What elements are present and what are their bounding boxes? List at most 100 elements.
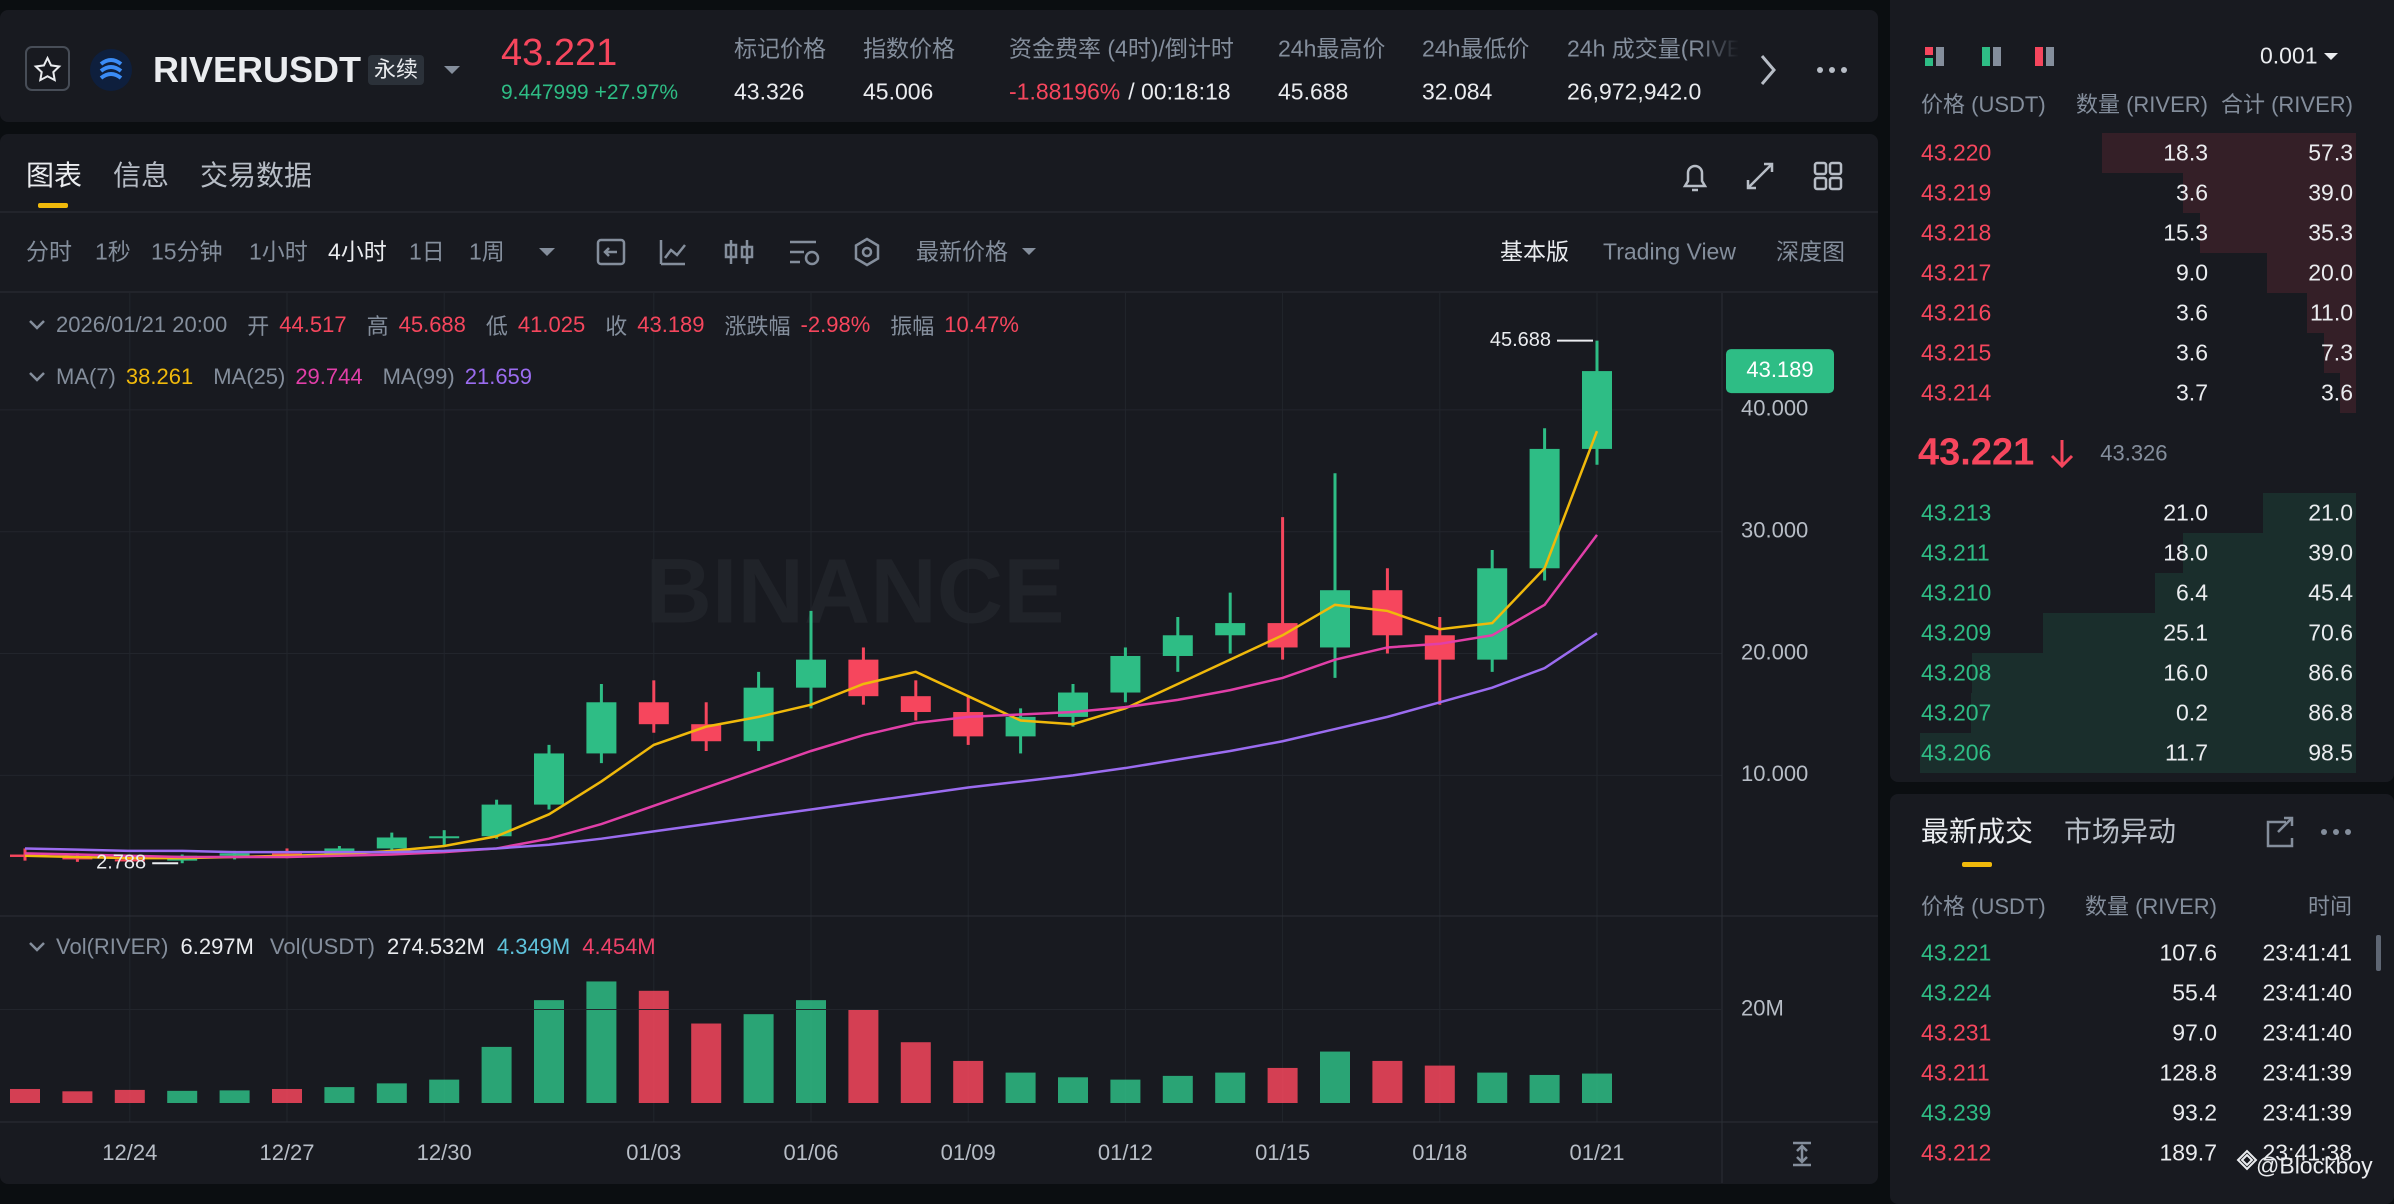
- ohlc-info: 2026/01/21 20:00 开 44.517 高 45.688 低 41.025 收 43…: [26, 309, 1019, 341]
- trade-time: 23:41:39: [2262, 1099, 2352, 1126]
- watermark: BINANCE: [645, 540, 1064, 642]
- chart: BINANCE 10.000 20.000 30.000 40.000 12/24 12/2…: [0, 293, 1878, 1183]
- precision[interactable]: 0.001: [2260, 42, 2318, 69]
- order-price[interactable]: 43.209: [1921, 619, 1992, 646]
- ma-value: 29.744: [295, 364, 363, 389]
- order-price[interactable]: 43.211: [1921, 539, 1990, 566]
- stat-extra: / 00:18:18: [1128, 78, 1231, 105]
- volume-bar: [953, 1060, 984, 1103]
- interval[interactable]: 1周: [469, 238, 505, 265]
- volume-bar: [1058, 1077, 1088, 1103]
- field-value: 41.025: [517, 312, 586, 337]
- view-option[interactable]: 深度图: [1776, 238, 1845, 265]
- order-price[interactable]: 43.214: [1921, 379, 1992, 406]
- collapse-icon[interactable]: [26, 366, 48, 388]
- ma-value: 38.261: [125, 364, 194, 389]
- stat-value: 32.084: [1422, 79, 1492, 106]
- x-tick-label: 01/21: [1569, 1140, 1624, 1165]
- order-price[interactable]: 43.216: [1921, 299, 1992, 326]
- ma-name: MA(7): [56, 364, 116, 389]
- collapse-icon[interactable]: [26, 314, 48, 336]
- interval[interactable]: 15分钟: [151, 238, 223, 265]
- order-qty: 3.6: [2176, 339, 2208, 366]
- order-price[interactable]: 43.206: [1921, 739, 1992, 766]
- stat-value: 43.326: [734, 79, 804, 106]
- order-qty: 3.6: [2176, 179, 2208, 206]
- order-price[interactable]: 43.210: [1921, 579, 1992, 606]
- order-price[interactable]: 43.219: [1921, 179, 1992, 206]
- stat-label: 指数价格: [863, 35, 955, 62]
- column-header: 合计 (RIVER): [2220, 92, 2353, 117]
- x-tick-label: 01/09: [941, 1140, 996, 1165]
- order-qty: 6.4: [2176, 579, 2208, 606]
- volume-bar: [1529, 1074, 1560, 1103]
- field-value: 45.688: [398, 312, 466, 337]
- order-qty: 15.3: [2163, 219, 2208, 246]
- ma-name: MA(25): [213, 364, 286, 389]
- volume-bar: [481, 1046, 512, 1103]
- column-header: 价格 (USDT): [1921, 894, 2046, 919]
- interval[interactable]: 1秒: [95, 238, 131, 265]
- depth-bar: [1919, 733, 2356, 773]
- order-total: 39.0: [2308, 539, 2353, 566]
- stat-value-text: 43.326: [734, 78, 805, 105]
- view-option[interactable]: 基本版: [1500, 238, 1569, 265]
- volume-bar: [691, 1023, 722, 1103]
- order-qty: 11.7: [2164, 739, 2208, 766]
- trade-price: 43.231: [1921, 1019, 1992, 1046]
- candle-body: [219, 853, 250, 856]
- interval[interactable]: 4小时: [328, 238, 387, 265]
- tab[interactable]: 市场异动: [2064, 816, 2177, 847]
- order-price[interactable]: 43.218: [1921, 219, 1992, 246]
- stat-value-text: -1.88196%: [1009, 78, 1121, 105]
- candle-body: [1110, 655, 1141, 693]
- volume-bar: [1267, 1067, 1298, 1103]
- price-type[interactable]: 最新价格: [916, 238, 1008, 265]
- order-price[interactable]: 43.215: [1921, 339, 1992, 366]
- volume-bar: [796, 1000, 826, 1103]
- y-tick-label: 40.000: [1741, 396, 1808, 421]
- order-qty: 25.1: [2163, 619, 2208, 646]
- interval[interactable]: 分时: [26, 238, 72, 265]
- column-header: 数量 (RIVER): [2075, 92, 2208, 117]
- volume-bar: [534, 1000, 564, 1103]
- candle-body: [900, 696, 931, 713]
- order-price[interactable]: 43.208: [1921, 659, 1992, 686]
- volume-bar: [1162, 1075, 1193, 1103]
- candle-body: [376, 837, 407, 849]
- tab[interactable]: 图表: [26, 160, 83, 191]
- change-abs: 9.447999: [501, 81, 589, 104]
- depth-bar: [2267, 253, 2356, 293]
- column-header: 价格 (USDT): [1921, 92, 2046, 117]
- x-tick-label: 01/03: [626, 1140, 681, 1165]
- trade-qty: 55.4: [2172, 979, 2217, 1006]
- order-price[interactable]: 43.217: [1921, 259, 1992, 286]
- interval[interactable]: 1小时: [249, 238, 308, 265]
- ma-line: [24, 534, 1599, 859]
- trade-time: 23:41:41: [2262, 939, 2352, 966]
- trade-price: 43.224: [1921, 979, 1992, 1006]
- tab[interactable]: 交易数据: [200, 160, 313, 191]
- interval[interactable]: 1日: [409, 238, 445, 265]
- x-tick-label: 01/06: [783, 1140, 838, 1165]
- field-value: 43.189: [637, 312, 705, 337]
- volume-bar: [376, 1083, 407, 1103]
- view-option[interactable]: Trading View: [1603, 238, 1736, 265]
- high-label: 45.688: [1490, 329, 1551, 351]
- order-total: 7.3: [2321, 339, 2353, 366]
- collapse-icon[interactable]: [26, 936, 48, 958]
- header-panel: [0, 10, 1878, 122]
- order-price[interactable]: 43.220: [1921, 139, 1992, 166]
- stat-value: 26,972,942.0: [1567, 79, 1701, 106]
- order-qty: 3.7: [2176, 379, 2208, 406]
- field-label: 振幅: [890, 314, 935, 339]
- candle-body: [848, 659, 879, 697]
- x-tick-label: 12/27: [259, 1140, 314, 1165]
- price-change: 9.447999 +27.97%: [501, 81, 678, 105]
- tab[interactable]: 最新成交: [1921, 816, 2034, 847]
- order-price[interactable]: 43.207: [1921, 699, 1992, 726]
- ma-name: MA(99): [382, 364, 455, 389]
- order-price[interactable]: 43.213: [1921, 499, 1992, 526]
- tab[interactable]: 信息: [113, 160, 170, 191]
- stat-value-text: 32.084: [1422, 78, 1493, 105]
